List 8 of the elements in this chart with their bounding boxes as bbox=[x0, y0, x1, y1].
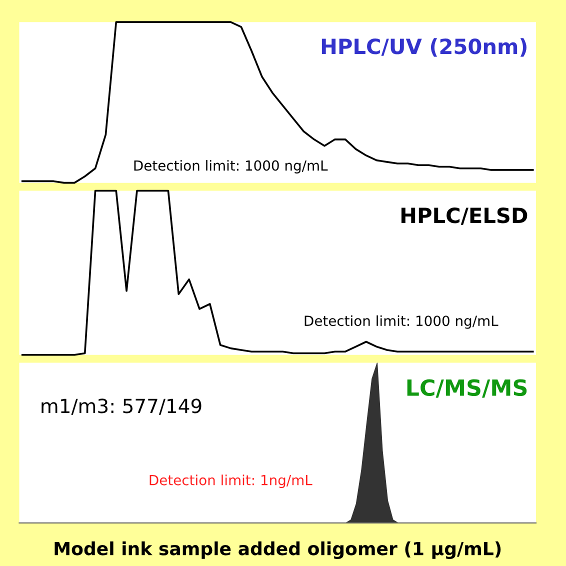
annotation: Detection limit: 1ng/mL bbox=[150, 474, 312, 488]
annotation: m1/m3: 577/149 bbox=[42, 398, 202, 415]
text: HPLC/UV (250nm) bbox=[322, 38, 526, 57]
text: Model ink sample added oligomer (1 μg/mL) bbox=[54, 541, 501, 560]
text: LC/MS/MS bbox=[407, 379, 527, 398]
text: HPLC/ELSD bbox=[401, 208, 528, 225]
annotation: Detection limit: 1000 ng/mL bbox=[134, 160, 328, 174]
annotation: Detection limit: 1000 ng/mL bbox=[304, 315, 498, 329]
